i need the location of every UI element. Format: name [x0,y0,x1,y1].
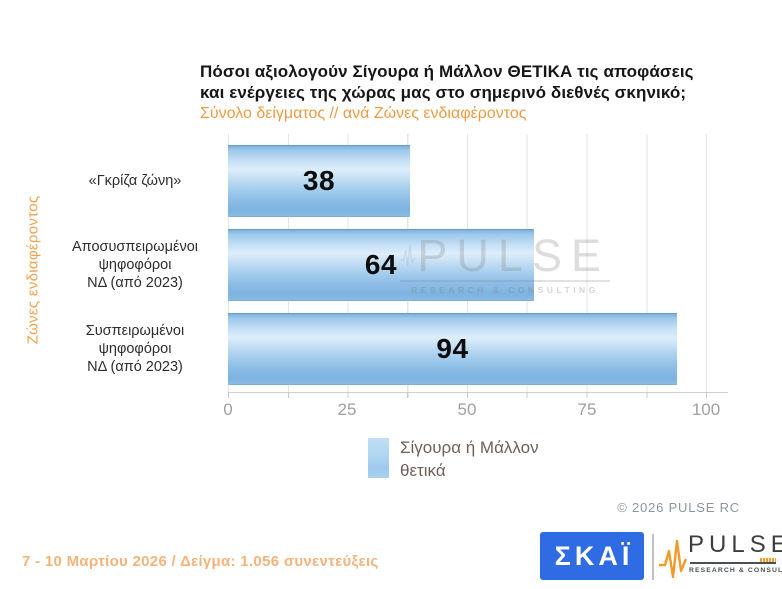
skai-logo: ΣΚΑΪ [540,532,644,580]
category-label-line: «Γκρίζα ζώνη» [88,173,182,189]
bar-value-label: 94 [436,333,469,364]
category-label-line: ψηφοφόροι [98,341,172,357]
pulse-logo-orange-mark [760,558,776,562]
pulse-logo-subtext: RESEARCH & CONSULTING [689,567,782,574]
category-axis-title: Ζώνες ενδιαφέροντος [24,195,42,345]
legend-label: Σίγουρα ή Μάλλον θετικά [400,436,539,482]
bar-value-label: 64 [364,249,398,280]
plot-area: 38 64 94 [228,134,728,392]
pulse-logo-waveform-icon [659,539,688,579]
legend-swatch [368,438,389,478]
x-tick-75: 75 [577,400,597,419]
x-tick-0: 0 [223,400,233,419]
pulse-logo: PULSE RESEARCH & CONSULTING [659,531,782,583]
copyright-note: © 2026 PULSE RC [617,500,740,515]
category-label-line: ΝΔ (από 2023) [87,275,183,291]
x-tick-25: 25 [337,400,357,419]
category-label-grey-zone: «Γκρίζα ζώνη» [48,172,222,190]
chart-title-line1: Πόσοι αξιολογούν Σίγουρα ή Μάλλον ΘΕΤΙΚΑ… [200,62,694,81]
pulse-logo-text: PULSE [688,531,782,558]
skai-logo-text: ΣΚΑΪ [554,540,634,571]
fieldwork-note: 7 - 10 Μαρτίου 2026 / Δείγμα: 1.056 συνε… [22,553,379,570]
pulse-logo-rule [690,558,776,564]
chart-title: Πόσοι αξιολογούν Σίγουρα ή Μάλλον ΘΕΤΙΚΑ… [200,61,760,103]
category-label-cohered-nd-voters: Συσπειρωμένοι ψηφοφόροι ΝΔ (από 2023) [48,322,222,376]
legend-label-line1: Σίγουρα ή Μάλλον [400,438,539,457]
category-label-line: Αποσυσπειρωμένοι [72,239,198,255]
logo-divider [652,534,654,580]
bar-value-label: 38 [302,165,336,196]
category-label-line: ΝΔ (από 2023) [87,359,183,375]
bar-decohered-nd-voters: 64 [228,229,534,301]
x-tick-50: 50 [457,400,477,419]
x-axis-ticks [228,392,708,398]
category-label-line: ψηφοφόροι [98,257,172,273]
legend-label-line2: θετικά [400,461,446,480]
chart-title-line2: και ενέργειες της χώρας μας στο σημερινό… [200,83,687,102]
category-label-line: Συσπειρωμένοι [85,323,185,339]
chart-subtitle: Σύνολο δείγματος // ανά Ζώνες ενδιαφέρον… [200,105,527,122]
bar-grey-zone: 38 [228,145,410,217]
x-tick-100: 100 [691,400,721,419]
bar-cohered-nd-voters: 94 [228,313,677,385]
category-label-decohered-nd-voters: Αποσυσπειρωμένοι ψηφοφόροι ΝΔ (από 2023) [48,238,222,292]
